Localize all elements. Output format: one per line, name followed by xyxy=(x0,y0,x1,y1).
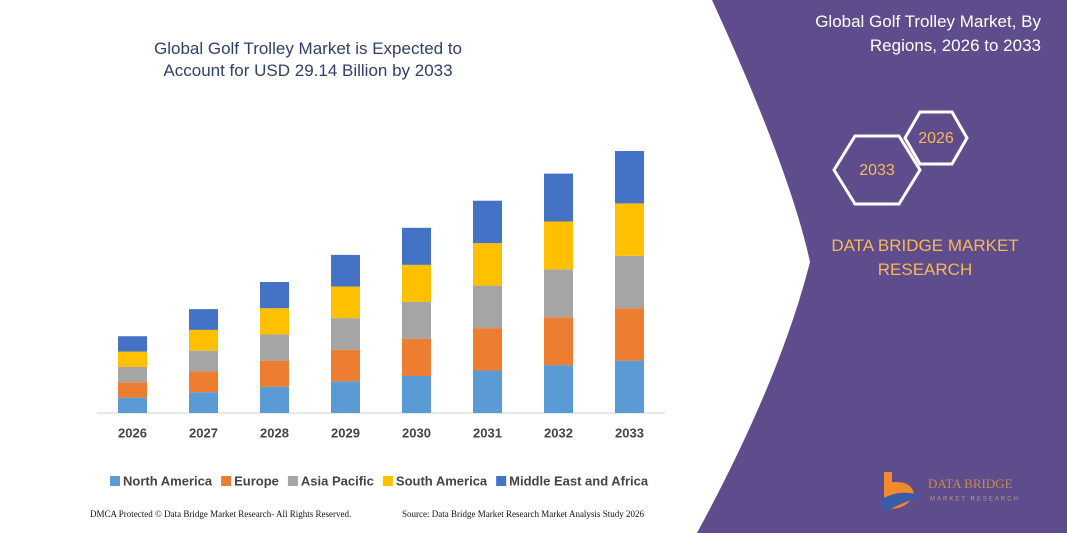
hexagon-label: 2026 xyxy=(918,130,954,147)
bar-segment xyxy=(331,381,360,413)
bar-segment xyxy=(331,254,360,287)
bar-segment xyxy=(189,350,218,372)
bar-segment xyxy=(331,286,360,319)
x-tick-label: 2029 xyxy=(331,425,360,440)
side-panel xyxy=(697,0,1067,533)
bar-segment xyxy=(544,173,573,222)
bar-segment xyxy=(473,328,502,371)
logo-tagline: MARKET RESEARCH xyxy=(930,497,1020,503)
legend-swatch xyxy=(382,476,393,486)
x-tick-label: 2030 xyxy=(402,425,431,440)
panel-title: Global Golf Trolley Market, By Regions, … xyxy=(815,12,1041,55)
legend-label: North America xyxy=(123,473,213,488)
x-tick-label: 2031 xyxy=(473,425,502,440)
legend-swatch xyxy=(496,476,507,486)
bar-segment xyxy=(544,269,573,318)
logo: DATA BRIDGE MARKET RESEARCH xyxy=(880,472,1020,512)
bar-segment xyxy=(189,329,218,351)
bar-segment xyxy=(189,371,218,393)
bar-segment xyxy=(402,301,431,339)
chart-title: Global Golf Trolley Market is Expected t… xyxy=(153,39,463,80)
bar-segment xyxy=(402,264,431,302)
bar-segment xyxy=(402,227,431,265)
bar-segment xyxy=(260,386,289,413)
x-tick-label: 2028 xyxy=(260,425,289,440)
bar-segment xyxy=(473,243,502,286)
bar-segment xyxy=(544,317,573,366)
footer-source: Source: Data Bridge Market Research Mark… xyxy=(402,509,644,519)
bar-segment xyxy=(118,382,147,398)
bar-segment xyxy=(118,366,147,383)
x-tick-label: 2033 xyxy=(615,425,644,440)
bar-segment xyxy=(189,309,218,330)
bar-segment xyxy=(402,375,431,413)
hexagon xyxy=(832,134,922,206)
x-tick-label: 2027 xyxy=(189,425,218,440)
hexagon xyxy=(903,110,969,166)
bar-segment xyxy=(118,336,147,352)
bar-segment xyxy=(615,203,644,256)
bar-segment xyxy=(260,308,289,335)
legend-swatch xyxy=(221,476,232,486)
bar-segment xyxy=(331,318,360,350)
brand: DATA BRIDGE MARKET RESEARCH xyxy=(831,236,1019,279)
legend-swatch xyxy=(110,476,120,486)
bar-segment xyxy=(473,370,502,413)
logo-name: DATA BRIDGE xyxy=(928,476,1013,491)
bar-segment xyxy=(260,360,289,387)
legend-label: Middle East and Africa xyxy=(509,473,649,488)
bar-segment xyxy=(331,349,360,382)
bar-segment xyxy=(118,351,147,367)
bar-segment xyxy=(615,255,644,309)
plot: 2026 2027 2028 2029 2030 2031 2032 2033 North Am… xyxy=(97,151,665,488)
bar-segment xyxy=(118,397,147,413)
bar-segment xyxy=(544,221,573,270)
bar-segment xyxy=(473,200,502,244)
legend-label: South America xyxy=(396,473,488,488)
bar-segment xyxy=(473,285,502,329)
logo-icon xyxy=(880,492,922,512)
hexagon-label: 2033 xyxy=(859,162,895,179)
footer-copyright: DMCA Protected © Data Bridge Market Rese… xyxy=(90,509,351,519)
x-tick-label: 2032 xyxy=(544,425,573,440)
bar-segment xyxy=(260,334,289,361)
legend-swatch xyxy=(287,476,298,486)
bar-segment xyxy=(402,338,431,376)
x-tick-label: 2026 xyxy=(118,425,147,440)
bar-segment xyxy=(615,360,644,413)
bar-segment xyxy=(260,282,289,309)
bar-segment xyxy=(615,151,644,204)
bar-segment xyxy=(189,392,218,413)
bar-segment xyxy=(544,365,573,413)
legend-label: Europe xyxy=(234,473,279,488)
bar-segment xyxy=(615,308,644,361)
legend-label: Asia Pacific xyxy=(301,473,374,488)
